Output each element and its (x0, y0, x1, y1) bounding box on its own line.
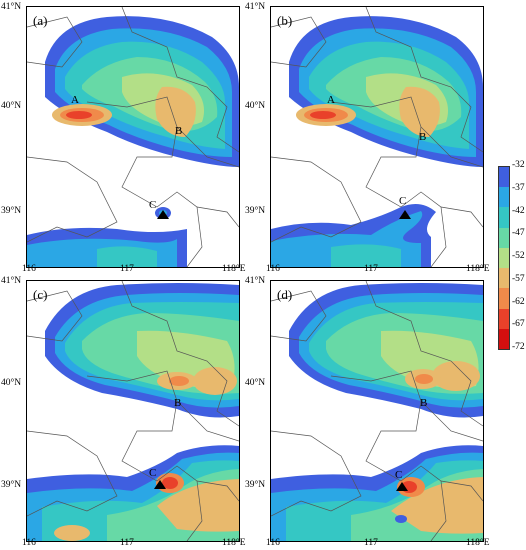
panel-c: (c) B C (26, 280, 240, 542)
lat-label-40-d: 40°N (245, 378, 266, 388)
lon-label-118-c: 118°E (222, 538, 246, 548)
map-d (271, 281, 483, 541)
colorbar-tick-label: -37 (512, 182, 525, 193)
lat-label-39-d: 39°N (245, 480, 266, 490)
lon-label-118-a: 118°E (222, 264, 246, 274)
colorbar-segment (499, 187, 509, 208)
lon-label-117-c: 117 (120, 538, 134, 548)
colorbar-segment (499, 247, 509, 269)
mark-a: A (327, 94, 335, 106)
lat-label-41-d: 41°N (245, 276, 266, 286)
lon-label-117-d: 117 (364, 538, 378, 548)
lat-label-41-a: 41°N (1, 2, 22, 12)
lat-label-40-a: 40°N (1, 101, 22, 111)
panel-label: (c) (33, 287, 48, 302)
mark-c: C (399, 195, 407, 207)
colorbar-segment (499, 207, 509, 228)
lat-label-40-b: 40°N (245, 101, 266, 111)
lat-label-39-c: 39°N (1, 480, 22, 490)
panel-label: (d) (277, 287, 293, 302)
panel-d: (d) B C (270, 280, 484, 542)
colorbar-tick-label: -47 (512, 228, 525, 239)
lon-label-116-d: 116 (266, 538, 280, 548)
map-b (271, 7, 483, 267)
mark-c: C (395, 469, 403, 481)
lat-label-39-b: 39°N (245, 206, 266, 216)
lon-label-117-a: 117 (120, 264, 134, 274)
lat-label-41-b: 41°N (245, 2, 266, 12)
colorbar-tick-label: -42 (512, 205, 525, 216)
panel-label: (a) (33, 13, 48, 28)
mark-c: C (149, 467, 157, 479)
lon-label-116-c: 116 (22, 538, 36, 548)
lat-label-40-c: 40°N (1, 378, 22, 388)
lon-label-116-b: 116 (266, 264, 280, 274)
colorbar-segment (499, 167, 509, 188)
map-c (27, 281, 239, 541)
map-a (27, 7, 239, 267)
colorbar-segment (499, 328, 509, 349)
colorbar-tick-label: -57 (512, 273, 525, 284)
colorbar-segment (499, 268, 509, 289)
colorbar (498, 166, 510, 350)
panel-b: (b) A B C (270, 6, 484, 268)
colorbar-segment (499, 227, 509, 248)
colorbar-tick-label: -32 (512, 160, 525, 170)
colorbar-tick-label: -72 (512, 342, 525, 352)
panel-a: (a) A B C (26, 6, 240, 268)
colorbar-segment (499, 308, 509, 329)
mark-a: A (71, 94, 79, 106)
lon-label-118-b: 118°E (466, 264, 490, 274)
mark-b: B (174, 397, 182, 409)
colorbar-tick-label: -62 (512, 296, 525, 307)
mark-b: B (175, 125, 183, 137)
mark-b: B (419, 131, 427, 143)
mark-b: B (420, 397, 428, 409)
colorbar-tick-label: -52 (512, 251, 525, 261)
colorbar-segment (499, 288, 509, 309)
colorbar-tick-label: -67 (512, 319, 525, 330)
panel-label: (b) (277, 13, 293, 28)
lon-label-116-a: 116 (22, 264, 36, 274)
mark-c: C (149, 199, 157, 211)
lon-label-117-b: 117 (364, 264, 378, 274)
lon-label-118-d: 118°E (466, 538, 490, 548)
lat-label-41-c: 41°N (1, 276, 22, 286)
lat-label-39-a: 39°N (1, 206, 22, 216)
